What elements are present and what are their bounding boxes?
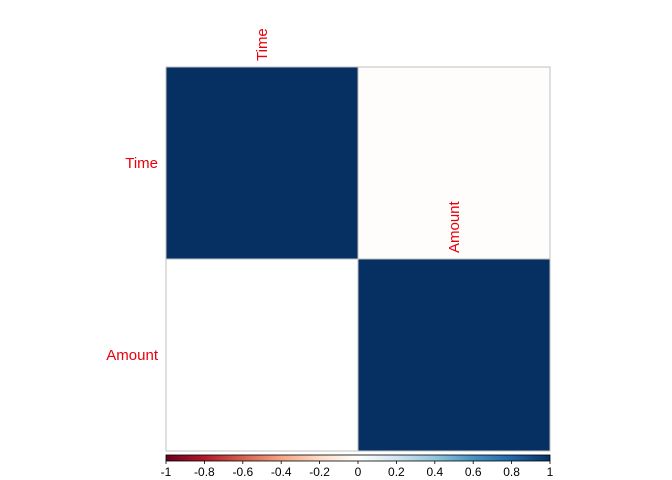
cell-time-time bbox=[166, 67, 358, 259]
colorbar-tick-label: 0 bbox=[355, 465, 362, 479]
colorbar: -1 -0.8 -0.6 -0.4 -0.2 0 0.2 0.4 0.6 0.8 1 bbox=[161, 454, 554, 479]
colorbar-tick-label: -0.2 bbox=[309, 465, 330, 479]
row-label-amount: Amount bbox=[106, 347, 159, 364]
row-label-time: Time bbox=[125, 155, 158, 172]
colorbar-tick-label: -1 bbox=[161, 465, 172, 479]
colorbar-tick-label: 0.4 bbox=[426, 465, 443, 479]
column-label-amount: Amount bbox=[446, 200, 463, 253]
colorbar-tick-label: 0.2 bbox=[388, 465, 405, 479]
cell-amount-amount bbox=[358, 259, 550, 451]
cell-amount-time bbox=[261, 354, 263, 356]
colorbar-tick-label: -0.8 bbox=[194, 465, 215, 479]
colorbar-tick-label: 0.8 bbox=[503, 465, 520, 479]
column-labels: Time Amount bbox=[254, 28, 463, 253]
cell-time-amount bbox=[358, 67, 550, 259]
colorbar-tick-label: -0.4 bbox=[271, 465, 292, 479]
colorbar-tick-label: 1 bbox=[547, 465, 554, 479]
colorbar-tick-label: 0.6 bbox=[465, 465, 482, 479]
row-labels: Time Amount bbox=[106, 155, 159, 364]
column-label-time: Time bbox=[254, 28, 271, 61]
matrix-cells bbox=[165, 66, 551, 452]
colorbar-tick-label: -0.6 bbox=[232, 465, 253, 479]
colorbar-gradient bbox=[165, 454, 551, 462]
